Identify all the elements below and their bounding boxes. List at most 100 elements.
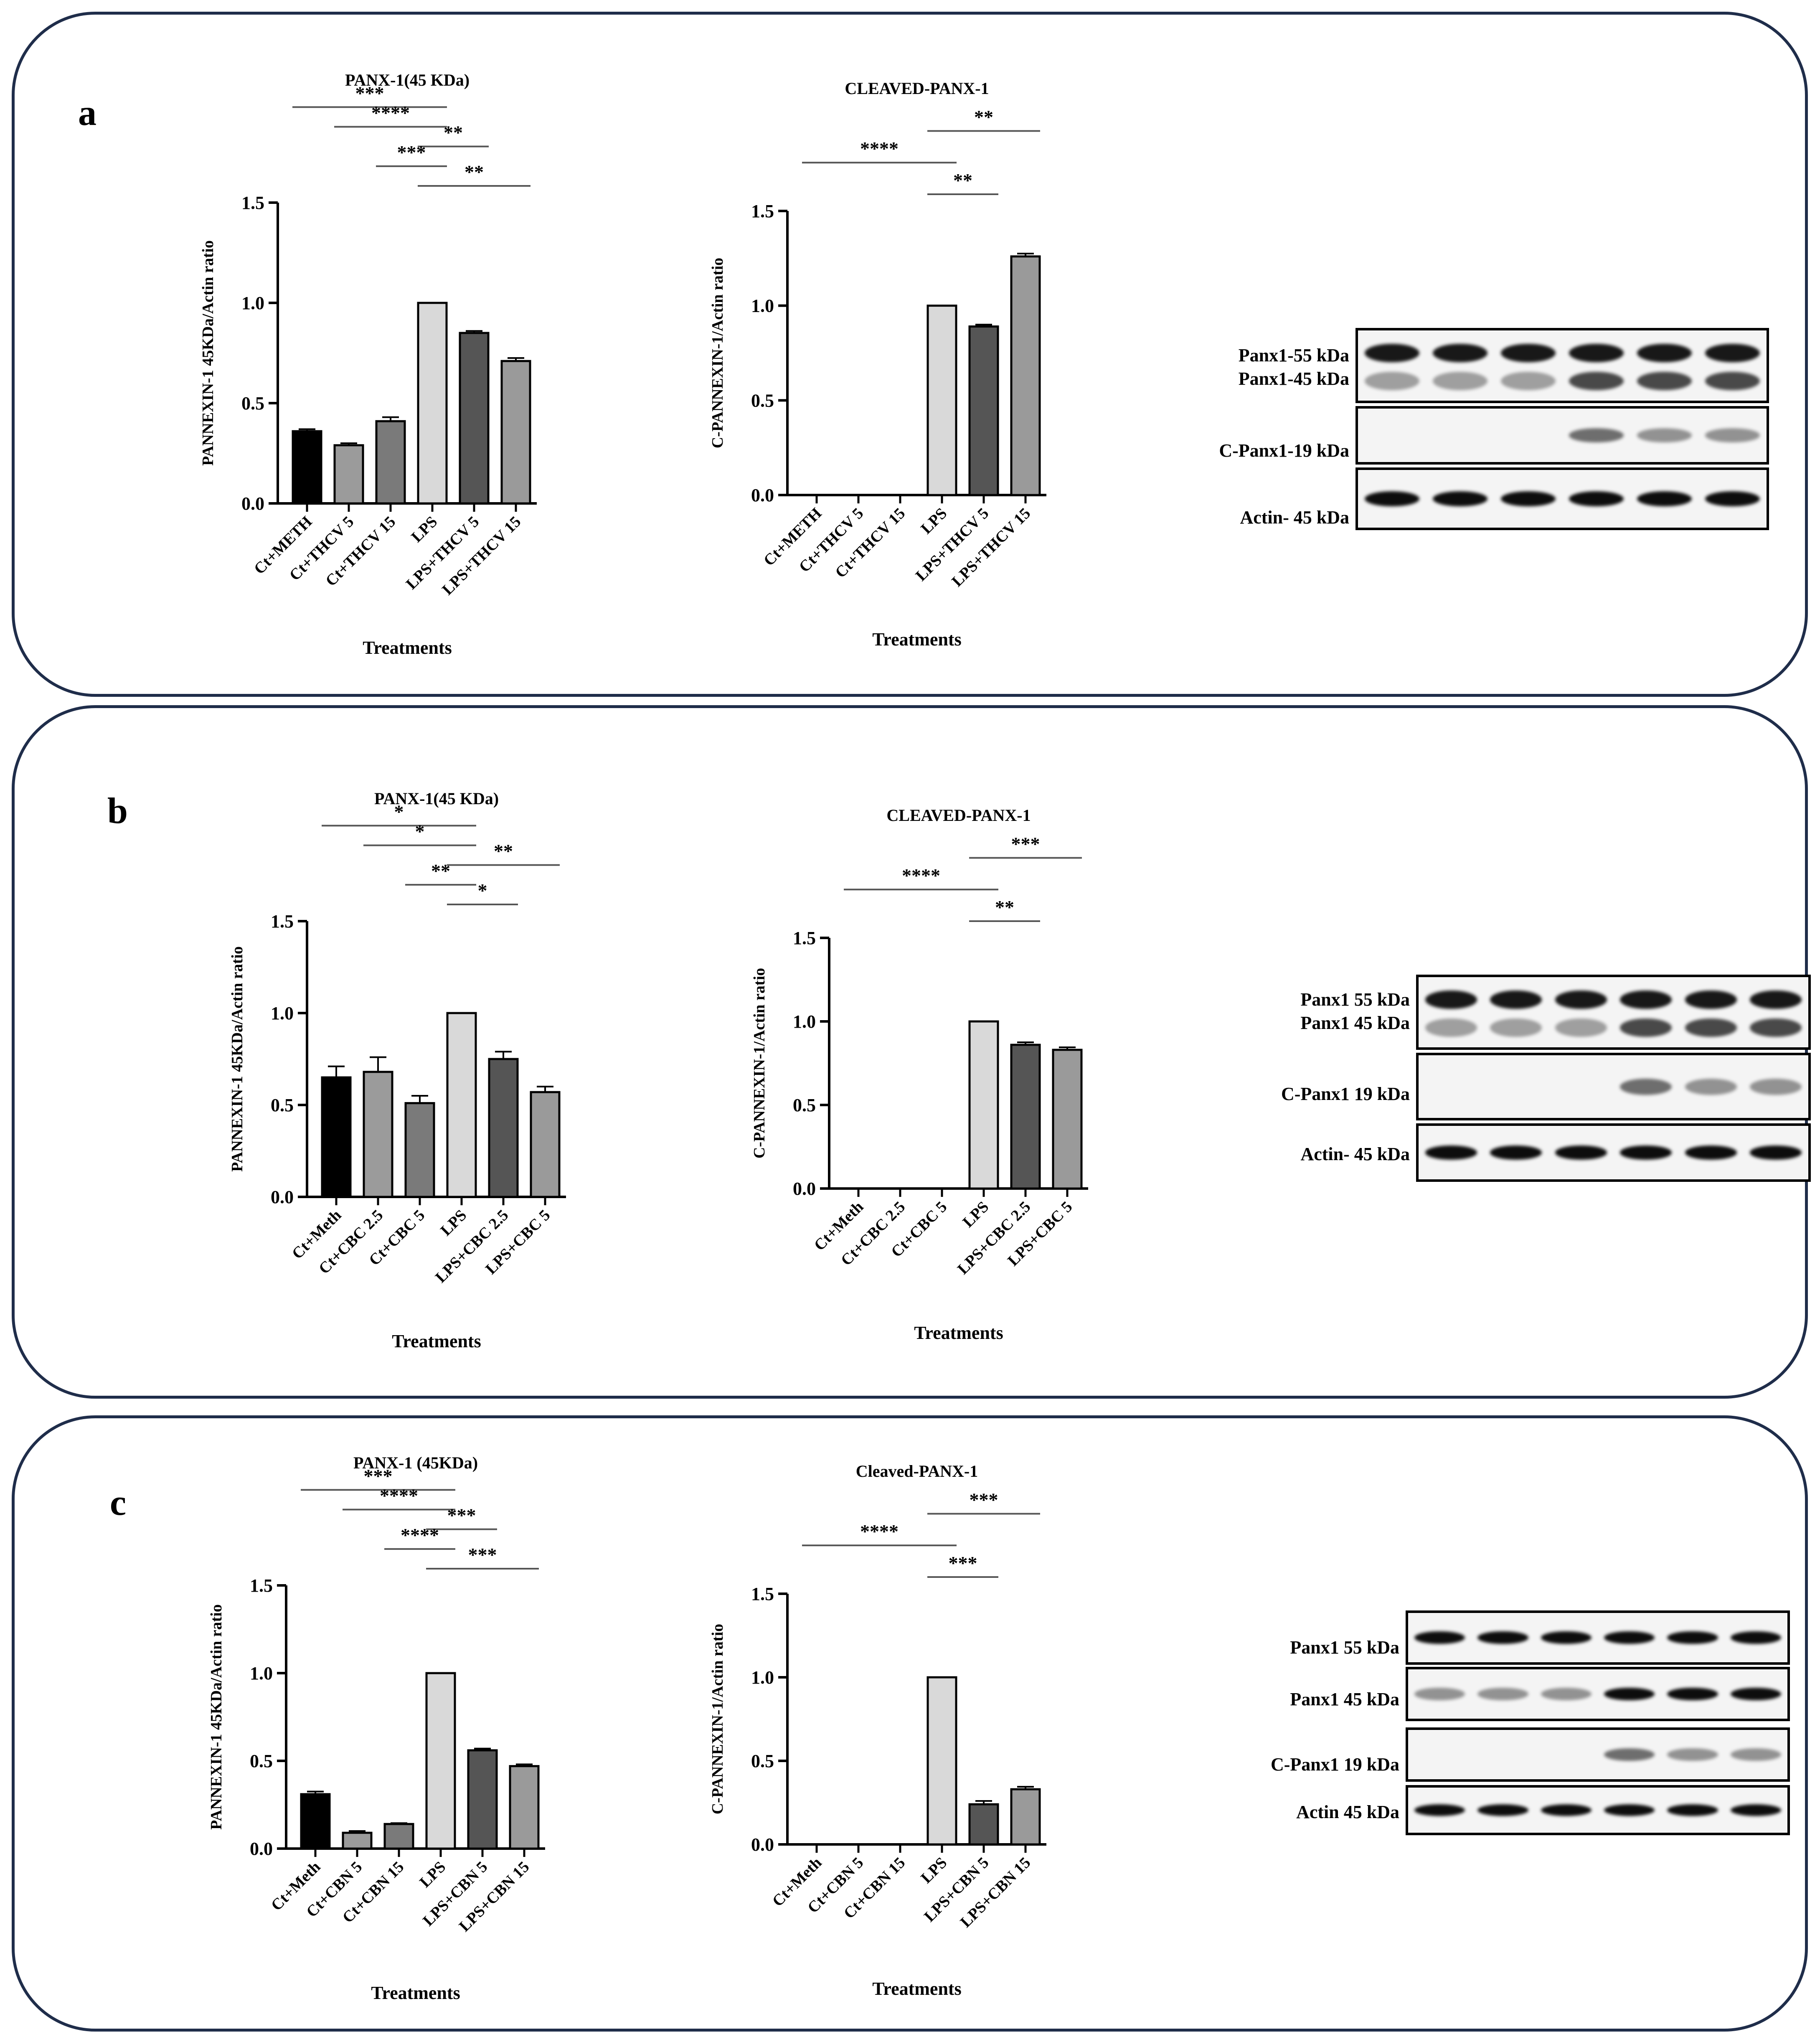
y-tick-label: 0.0 [241,493,264,514]
blot-band [1501,491,1556,506]
significance-label: *** [355,82,384,104]
western-blot: Panx1 55 kDa Panx1 45 kDa C-Panx1 19 kDa… [1122,950,1811,1184]
panel-letter: a [78,93,96,133]
significance-label: *** [1011,833,1040,854]
bar [417,302,448,505]
panel-c: c PANX-1 (45KDa) 0.0 0.5 1.0 1.5 PANNEXIN-1 4… [12,1415,1808,2032]
y-tick-label: 0.0 [751,485,774,505]
y-tick-label: 0.5 [751,390,774,411]
x-tick-label: LPS+CBC 2.5 [432,1206,512,1286]
panel-letter: c [110,1483,127,1523]
blot-label: Panx1 55 kDa [1300,989,1410,1010]
blot-band [1490,1018,1542,1037]
blot-label: C-Panx1-19 kDa [1219,440,1349,461]
significance-label: ** [974,106,993,127]
y-tick-label: 1.5 [751,1584,774,1604]
bar [1052,1049,1083,1190]
blot-strip-cpanx1 [1406,1727,1790,1782]
blot-band [1750,1145,1802,1160]
blot-band [1620,990,1672,1009]
y-axis-label: C-PANNEXIN-1/Actin ratio [709,1624,726,1814]
blot-band [1685,1018,1737,1037]
blot-band [1667,1748,1718,1761]
blot-band [1433,491,1487,506]
blot-band [1667,1804,1718,1816]
bar [375,420,406,505]
blot-band [1477,1687,1528,1701]
blot-band [1604,1687,1655,1701]
y-tick-label: 0.5 [751,1751,774,1771]
blot-band [1750,1018,1802,1037]
bar [926,305,957,496]
blot-band [1555,1018,1607,1037]
blot-strip-panx1 [1355,328,1769,403]
y-tick-label: 0.0 [793,1178,816,1199]
significance-label: ** [995,897,1014,918]
blot-label: Panx1 45 kDa [1290,1689,1399,1709]
blot-band [1685,1078,1737,1095]
y-axis-label: PANNEXIN-1 45KDa/Actin ratio [199,240,217,466]
chart-panx1-45kda: PANX-1 (45KDa) 0.0 0.5 1.0 1.5 PANNEXIN-1 45K… [208,1453,545,2003]
y-tick-label: 0.5 [271,1095,294,1115]
blot-band [1569,372,1624,390]
bar [363,1071,393,1198]
chart-cleaved-panx1: CLEAVED-PANX-1 0.0 0.5 1.0 1.5 C-PANNEXIN-1/A… [709,79,1046,650]
significance-label: *** [468,1544,497,1565]
significance-label: **** [380,1485,418,1506]
chart-title: PANX-1(45 KDa) [374,789,499,808]
chart-panx1-45kda: PANX-1(45 KDa) 0.0 0.5 1.0 1.5 PANNEXIN-1 45K… [228,789,566,1351]
y-tick-label: 0.0 [271,1187,294,1207]
bar [300,1793,331,1850]
blot-band [1365,372,1419,390]
y-tick-label: 1.5 [793,928,816,948]
bar [488,1058,519,1198]
x-axis-label: Treatments [872,629,961,650]
bar [509,1765,540,1850]
western-blot: Panx1 55 kDa Panx1 45 kDa C-Panx1 19 kDa… [1122,1606,1811,1899]
blot-band [1620,1145,1672,1160]
blot-band [1685,990,1737,1009]
y-axis-label: C-PANNEXIN-1/Actin ratio [751,968,768,1158]
blot-label: Actin 45 kDa [1296,1802,1399,1822]
blot-band [1620,1018,1672,1037]
chart-cleaved-panx1: CLEAVED-PANX-1 0.0 0.5 1.0 1.5 C-PANNEXIN-1/A… [751,806,1088,1343]
blot-strip-actin [1416,1123,1811,1182]
significance-label: *** [949,1552,977,1574]
significance-label: *** [970,1489,998,1510]
bar [425,1672,456,1850]
blot-label: Panx1 55 kDa [1290,1637,1399,1658]
bar [446,1012,477,1198]
x-tick-label: LPS [917,1854,950,1887]
blot-band [1490,1145,1542,1160]
bar [467,1749,498,1850]
significance-label: ** [444,122,463,143]
x-axis-label: Treatments [914,1323,1003,1343]
blot-band [1477,1804,1528,1816]
chart-panx1-45kda: PANX-1(45 KDa) 0.0 0.5 1.0 1.5 PANNEXIN-1 45K… [199,71,537,658]
blot-label: Actin- 45 kDa [1240,507,1349,528]
y-tick-label: 1.5 [250,1575,273,1596]
blot-band [1705,343,1760,362]
y-tick-label: 1.0 [751,1667,774,1688]
blot-band [1637,372,1692,390]
blot-strip-actin [1406,1785,1790,1835]
significance-label: * [415,820,425,842]
blot-band [1555,1145,1607,1160]
bar [404,1102,435,1198]
y-tick-label: 1.5 [751,201,774,221]
y-tick-label: 1.0 [751,296,774,316]
y-tick-label: 0.5 [241,393,264,414]
western-blot: Panx1-55 kDa Panx1-45 kDa C-Panx1-19 kDa… [1080,307,1769,541]
blot-label: C-Panx1 19 kDa [1270,1754,1399,1775]
blot-band [1541,1631,1592,1644]
blot-band [1414,1687,1465,1701]
x-tick-label: LPS+THCV 5 [403,513,483,593]
blot-band [1477,1631,1528,1644]
bar [342,1831,373,1850]
blot-band [1705,428,1760,442]
blot-band [1569,491,1624,506]
bar [459,332,490,505]
blot-label: Panx1-45 kDa [1238,368,1349,389]
blot-band [1685,1145,1737,1160]
significance-label: *** [397,142,426,163]
